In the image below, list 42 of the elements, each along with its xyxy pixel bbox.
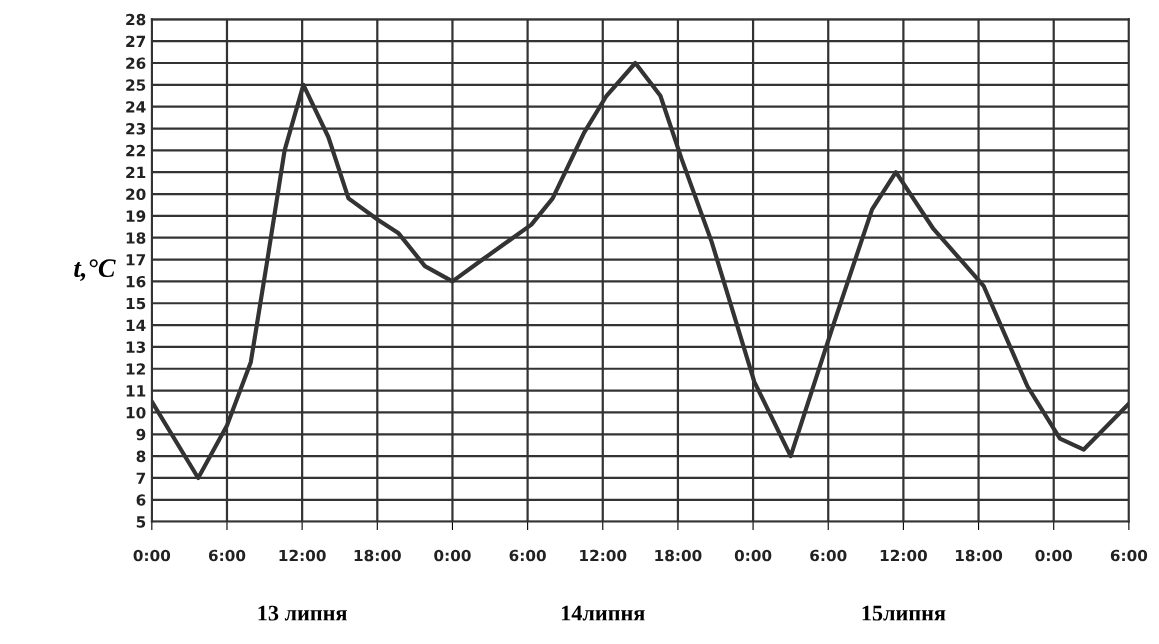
y-tick-label: 6 [136,494,146,506]
x-tick-label: 0:00 [1035,549,1072,562]
y-tick-label: 28 [126,13,146,26]
y-tick-label: 24 [126,101,146,113]
x-tick-label: 18:00 [955,549,1003,562]
y-tick-label: 16 [126,275,146,288]
y-tick-label: 26 [126,57,146,70]
y-axis-title: t,°C [74,259,116,281]
y-tick-label: 10 [126,406,146,419]
y-tick-label: 23 [126,122,146,135]
y-tick-label: 12 [126,363,145,375]
x-tick-label: 12:00 [279,549,326,562]
y-tick-label: 8 [136,450,146,463]
y-tick-label: 22 [126,144,145,157]
text: 14липня [561,605,645,621]
x-tick-label: 18:00 [655,549,702,562]
y-tick-label: 21 [126,166,146,178]
x-tick-label: 18:00 [354,549,401,562]
x-tick-label: 0:00 [133,549,171,562]
x-tick-label: 0:00 [434,549,471,562]
x-tick-label: 6:00 [810,549,847,562]
x-tick-label: 6:00 [509,549,546,562]
y-tick-label: 7 [136,472,146,484]
text: 15липня [862,605,946,621]
y-tick-label: 19 [126,210,146,222]
y-tick-label: 14 [126,319,146,331]
x-tick-label: 12:00 [880,549,927,562]
text: 13 липня [258,605,347,621]
y-tick-label: 11 [126,385,146,397]
x-tick-label: 12:00 [580,549,627,562]
y-tick-label: 18 [126,232,146,244]
y-tick-label: 20 [126,188,146,201]
y-tick-label: 9 [136,428,146,441]
y-tick-label: 25 [126,79,146,91]
x-tick-label: 6:00 [208,549,246,562]
y-tick-label: 13 [126,341,146,353]
y-tick-label: 27 [126,35,146,47]
y-tick-label: 5 [136,516,146,528]
y-tick-label: 17 [126,254,146,266]
y-tick-label: 15 [126,297,146,310]
x-tick-label: 0:00 [734,549,772,562]
x-tick-label: 6:00 [1110,549,1148,562]
